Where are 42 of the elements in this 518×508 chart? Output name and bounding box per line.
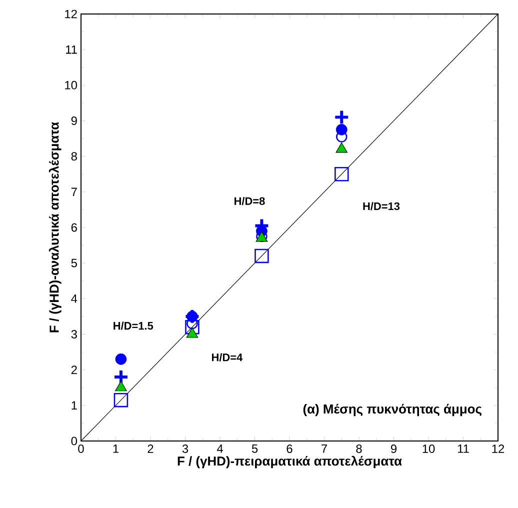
x-tick-label: 2 xyxy=(148,444,154,453)
y-tick-label: 9 xyxy=(71,116,77,125)
x-tick-label: 1 xyxy=(113,444,118,453)
point xyxy=(115,380,127,392)
y-tick-label: 4 xyxy=(71,294,78,303)
point xyxy=(334,166,349,182)
point xyxy=(114,392,128,408)
y-axis-title: F / (γHD)-αναλυτικά αποτελέσματα xyxy=(48,122,62,332)
y-tick-label: 6 xyxy=(71,223,77,232)
x-tick-label: 7 xyxy=(322,444,327,453)
x-tick-label: 9 xyxy=(390,444,397,453)
point xyxy=(115,353,127,365)
annotation: H/D=13 xyxy=(363,202,400,210)
point xyxy=(112,368,129,385)
point xyxy=(336,124,348,136)
point xyxy=(185,320,200,334)
y-tick-label: 1 xyxy=(72,401,77,410)
x-tick-label: 0 xyxy=(78,444,84,453)
y-tick-label: 2 xyxy=(71,366,77,374)
annotation: H/D=8 xyxy=(234,196,265,206)
x-axis-title: F / (γHD)-πειραματικά αποτελέσματα xyxy=(178,456,402,468)
x-tick-label: 4 xyxy=(216,444,223,453)
x-tick-label: 11 xyxy=(458,444,469,453)
y-tick-label: 8 xyxy=(71,152,77,161)
y-tick-label: 12 xyxy=(65,10,77,18)
y-tick-label: 11 xyxy=(66,45,77,54)
y-tick-label: 3 xyxy=(71,330,77,338)
annotation: (α) Μέσης πυκνότητας άμμος xyxy=(303,404,482,416)
x-tick-label: 3 xyxy=(182,444,188,453)
x-tick-label: 5 xyxy=(252,444,258,453)
annotation: H/D=1.5 xyxy=(114,322,154,330)
x-tick-label: 12 xyxy=(492,444,504,453)
point xyxy=(254,248,269,264)
annotation: H/D=4 xyxy=(212,353,243,362)
x-tick-label: 6 xyxy=(286,444,292,453)
y-tick-label: 0 xyxy=(71,436,78,446)
point xyxy=(334,109,350,126)
y-tick-label: 5 xyxy=(71,258,77,268)
x-tick-label: 8 xyxy=(356,444,362,453)
y-tick-label: 10 xyxy=(65,80,78,90)
y-tick-label: 7 xyxy=(71,188,77,196)
x-tick-label: 10 xyxy=(422,444,435,453)
